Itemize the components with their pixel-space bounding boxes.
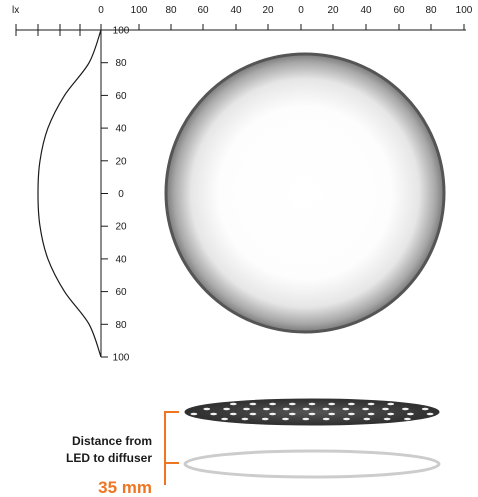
diffuser-disc-front-view: [164, 52, 446, 334]
top-tick-label: 20: [262, 5, 274, 16]
led-dot: [241, 417, 249, 421]
diffuser-ring-outline: [183, 449, 441, 479]
led-dot: [426, 412, 434, 416]
led-dot: [249, 402, 257, 406]
led-dot: [223, 407, 231, 411]
led-dot: [407, 412, 414, 416]
led-dot: [210, 412, 218, 416]
led-dot: [342, 407, 350, 411]
top-tick-label: 40: [230, 5, 242, 16]
distance-value: 35 mm: [98, 478, 152, 497]
light-distribution-curve: [37, 29, 102, 358]
led-dot: [308, 412, 316, 416]
led-dot: [328, 402, 336, 406]
led-dot: [308, 402, 316, 406]
led-dot: [343, 417, 350, 421]
led-dot: [328, 412, 336, 416]
top-tick-label: 20: [327, 5, 339, 16]
top-axis-ticks: 0 100 80 60 40 20 0 20 40 60 80 100: [15, 5, 473, 36]
vertical-tick-label: 20: [115, 222, 127, 233]
caption-line-2: LED to diffuser: [66, 451, 152, 465]
led-dot: [263, 407, 270, 411]
led-dot: [404, 417, 411, 421]
vertical-tick-label: 40: [115, 124, 127, 135]
vertical-tick-label: 80: [115, 58, 127, 69]
vertical-tick-label: 100: [113, 26, 130, 37]
led-dot: [362, 407, 369, 411]
led-dot: [363, 417, 371, 421]
top-tick-label: 100: [456, 5, 473, 16]
led-dot: [348, 402, 355, 406]
led-plate-disc: [184, 398, 440, 426]
vertical-tick-label: 80: [115, 320, 127, 331]
led-dot: [348, 412, 355, 416]
led-dot: [383, 417, 391, 421]
led-dot: [367, 402, 375, 406]
led-dot: [302, 407, 310, 411]
led-dot: [382, 407, 389, 411]
led-plate: [184, 398, 440, 426]
led-dot: [367, 412, 375, 416]
led-dots: [190, 402, 434, 421]
vertical-tick-label: 0: [118, 189, 124, 200]
vertical-tick-label: 100: [113, 353, 130, 364]
led-dot: [322, 417, 330, 421]
led-dot: [402, 407, 409, 411]
led-dot: [269, 412, 276, 416]
top-tick-label: 80: [425, 5, 437, 16]
led-dot: [261, 417, 269, 421]
led-dot: [302, 417, 310, 421]
caption-line-1: Distance from: [72, 434, 152, 448]
vertical-axis-ticks: 100 80 60 40 20 0 20 40 60 80 100: [101, 26, 130, 364]
led-dot: [203, 407, 211, 411]
vertical-tick-label: 40: [115, 254, 127, 265]
led-dot: [282, 407, 290, 411]
led-dot: [387, 412, 395, 416]
led-dot: [387, 402, 395, 406]
vertical-tick-label: 60: [115, 91, 127, 102]
led-dot: [190, 412, 198, 416]
led-dot: [288, 402, 296, 406]
led-dot: [421, 407, 429, 411]
led-dot: [229, 412, 237, 416]
led-dot: [288, 412, 296, 416]
led-dot: [269, 402, 276, 406]
top-tick-label: 100: [131, 5, 148, 16]
lux-unit-label: lx: [12, 5, 19, 16]
led-dot: [249, 412, 257, 416]
led-dot: [322, 407, 330, 411]
vertical-tick-label: 60: [115, 287, 127, 298]
led-dot: [229, 402, 237, 406]
top-tick-label: 60: [197, 5, 209, 16]
top-tick-label: 40: [360, 5, 372, 16]
led-dot: [243, 407, 250, 411]
top-tick-label: 80: [165, 5, 177, 16]
vertical-tick-label: 20: [115, 156, 127, 167]
top-tick-label: 0: [98, 5, 104, 16]
led-dot: [282, 417, 289, 421]
top-tick-label: 60: [393, 5, 405, 16]
distance-bracket: [164, 411, 179, 485]
led-dot: [221, 417, 229, 421]
top-tick-label: 0: [298, 5, 304, 16]
